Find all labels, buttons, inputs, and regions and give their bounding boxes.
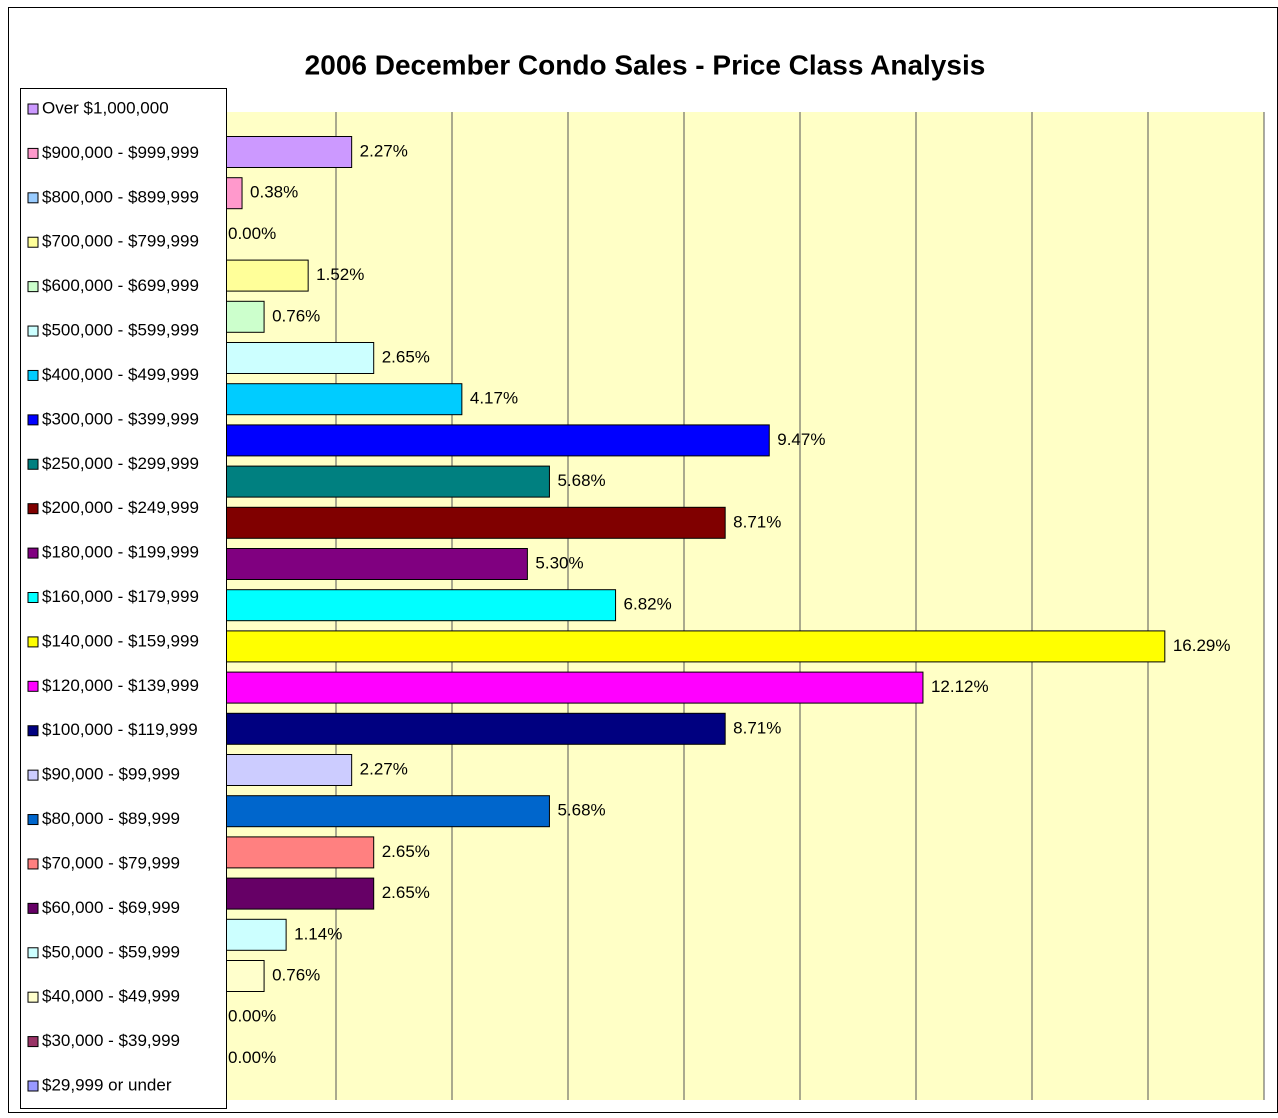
chart-title: 2006 December Condo Sales - Price Class … (305, 49, 986, 80)
bar (219, 836, 375, 869)
legend-label: $120,000 - $139,999 (42, 676, 199, 695)
bar (219, 589, 617, 622)
data-label: 5.30% (535, 553, 583, 572)
data-label: 8.71% (733, 512, 781, 531)
legend-label: $30,000 - $39,999 (42, 1031, 180, 1050)
legend-label: $160,000 - $179,999 (42, 587, 199, 606)
bar (219, 795, 550, 828)
legend-label: $700,000 - $799,999 (42, 232, 199, 251)
legend-swatch (27, 680, 39, 692)
data-label: 12.12% (931, 677, 989, 696)
bar (219, 630, 1166, 663)
legend-label: $60,000 - $69,999 (42, 898, 180, 917)
legend-swatch (27, 902, 39, 914)
legend-swatch (27, 547, 39, 559)
bar (219, 424, 770, 457)
data-label: 8.71% (733, 718, 781, 737)
bar (219, 259, 309, 292)
legend-swatch (27, 858, 39, 870)
legend-label: $800,000 - $899,999 (42, 187, 199, 206)
legend-swatch (27, 369, 39, 381)
data-label: 9.47% (777, 430, 825, 449)
bar (219, 960, 265, 992)
legend-label: $500,000 - $599,999 (42, 321, 199, 340)
legend-swatch (27, 814, 39, 826)
legend-label: $300,000 - $399,999 (42, 409, 199, 428)
legend-swatch (27, 769, 39, 781)
bar (219, 918, 287, 951)
data-label: 2.65% (382, 347, 430, 366)
data-label: 0.00% (228, 1007, 276, 1026)
legend-label: $400,000 - $499,999 (42, 365, 199, 384)
data-label: 5.68% (557, 471, 605, 490)
bar (219, 548, 528, 580)
legend-label: $200,000 - $249,999 (42, 498, 199, 517)
data-label: 1.52% (316, 265, 364, 284)
legend-label: $80,000 - $89,999 (42, 809, 180, 828)
data-label: 0.38% (250, 183, 298, 202)
legend-label: Over $1,000,000 (42, 98, 169, 117)
bar (219, 877, 375, 910)
data-label: 2.65% (382, 883, 430, 902)
legend-swatch (27, 103, 39, 115)
legend-label: $29,999 or under (42, 1075, 172, 1094)
bar (219, 300, 265, 333)
legend-label: $70,000 - $79,999 (42, 853, 180, 872)
data-label: 0.76% (272, 306, 320, 325)
data-label: 2.27% (360, 141, 408, 160)
bar (219, 506, 726, 539)
bar (219, 754, 353, 786)
legend-label: $900,000 - $999,999 (42, 143, 199, 162)
bar (219, 342, 375, 374)
data-label: 0.00% (228, 224, 276, 243)
data-label: 4.17% (470, 389, 518, 408)
legend-swatch (27, 991, 39, 1003)
legend-swatch (27, 192, 39, 204)
data-label: 0.00% (228, 1048, 276, 1067)
bar (219, 383, 463, 416)
legend-swatch (27, 592, 39, 603)
bar (219, 671, 924, 704)
legend-swatch (27, 236, 39, 248)
legend-swatch (27, 325, 39, 337)
legend-swatch (27, 1036, 39, 1048)
legend-label: $250,000 - $299,999 (42, 454, 199, 473)
legend-swatch (27, 503, 39, 515)
legend-label: $100,000 - $119,999 (42, 720, 198, 739)
legend-label: $90,000 - $99,999 (42, 765, 180, 784)
legend-label: $140,000 - $159,999 (42, 631, 199, 650)
data-label: 16.29% (1173, 636, 1231, 655)
legend-label: $600,000 - $699,999 (42, 276, 199, 295)
legend-swatch (27, 147, 39, 159)
legend-swatch (27, 458, 39, 470)
legend-box (20, 88, 227, 1109)
legend-label: $50,000 - $59,999 (42, 942, 180, 961)
bar (219, 136, 353, 168)
data-label: 5.68% (557, 801, 605, 820)
legend-swatch (27, 636, 39, 648)
bar (219, 465, 550, 498)
legend-label: $180,000 - $199,999 (42, 543, 199, 562)
legend-swatch (27, 947, 39, 959)
data-label: 2.65% (382, 842, 430, 861)
legend-swatch (27, 414, 39, 426)
data-label: 6.82% (624, 595, 672, 614)
legend-swatch (27, 725, 39, 737)
legend-swatch (27, 1080, 39, 1092)
data-label: 0.76% (272, 965, 320, 984)
legend-swatch (27, 281, 39, 293)
data-label: 2.27% (360, 759, 408, 778)
data-label: 1.14% (294, 924, 342, 943)
bar (219, 712, 726, 745)
legend-label: $40,000 - $49,999 (42, 987, 180, 1006)
